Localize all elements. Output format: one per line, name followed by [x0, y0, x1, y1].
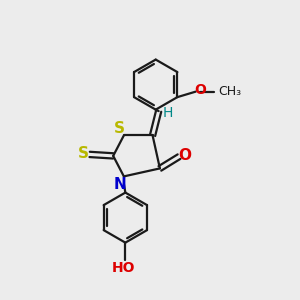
Text: O: O	[178, 148, 191, 163]
Text: H: H	[163, 106, 173, 120]
Text: S: S	[114, 121, 125, 136]
Text: HO: HO	[112, 261, 136, 275]
Text: O: O	[194, 83, 206, 98]
Text: N: N	[114, 177, 127, 192]
Text: S: S	[78, 146, 89, 161]
Text: CH₃: CH₃	[218, 85, 242, 98]
